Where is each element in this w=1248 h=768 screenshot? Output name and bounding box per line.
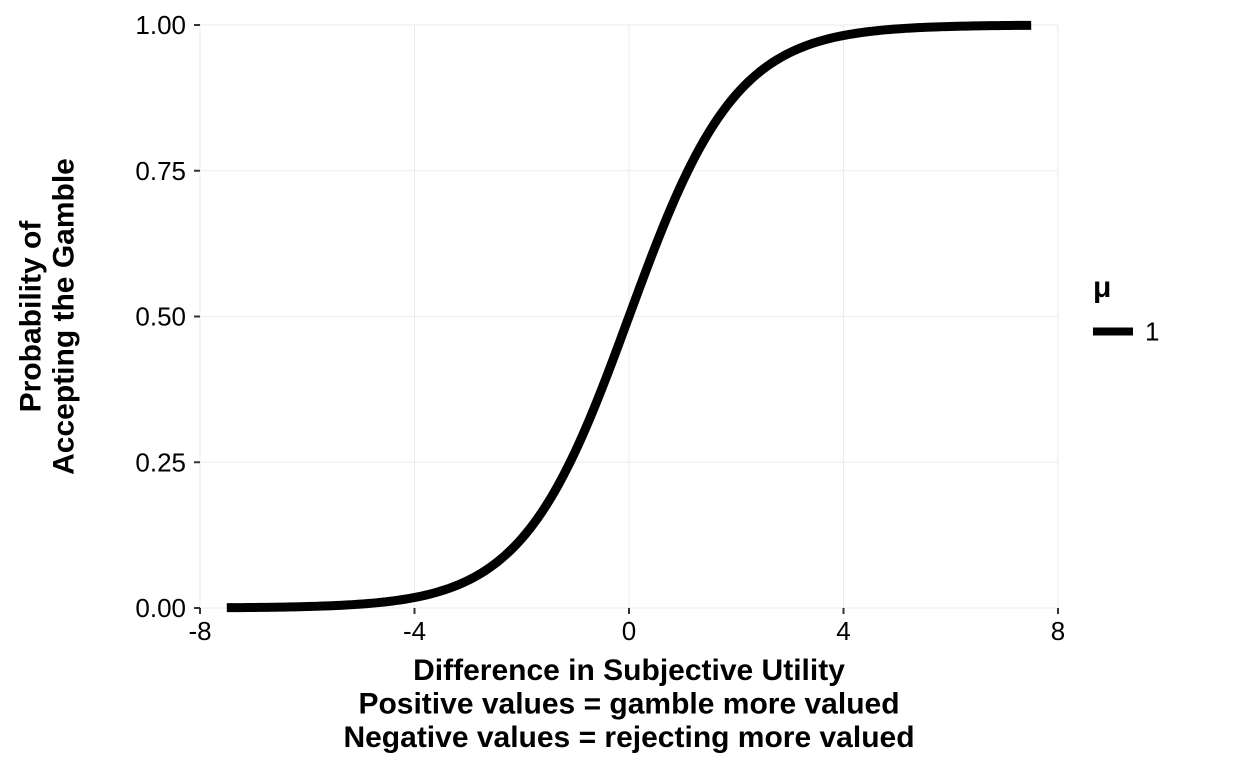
x-axis-title-line: Negative values = rejecting more valued — [343, 721, 914, 754]
y-axis-title-line2: Accepting the Gamble — [48, 158, 81, 475]
legend-title: μ — [1093, 271, 1111, 304]
x-tick-label: 8 — [1051, 616, 1065, 646]
chart-container: -8 -4 0 4 8 0.00 0.25 0.50 0.75 1.00 Probability o… — [0, 0, 1248, 768]
legend-swatch — [1093, 328, 1133, 336]
x-tick-label: 4 — [836, 616, 850, 646]
x-tick-label: 0 — [622, 616, 636, 646]
y-tick-label: 0.25 — [135, 447, 186, 477]
x-axis-title-line: Difference in Subjective Utility — [413, 654, 845, 687]
x-tick-label: -4 — [403, 616, 426, 646]
chart-svg: -8 -4 0 4 8 0.00 0.25 0.50 0.75 1.00 Probability o… — [0, 0, 1248, 768]
y-axis-title-line1: Probability of — [15, 220, 48, 413]
y-axis-title-group: Probability ofAccepting the Gamble — [15, 158, 81, 475]
x-axis-title-line: Positive values = gamble more valued — [358, 688, 899, 721]
y-tick-label: 0.75 — [135, 156, 186, 186]
y-tick-label: 1.00 — [135, 10, 186, 40]
x-tick-label: -8 — [188, 616, 211, 646]
y-tick-label: 0.50 — [135, 302, 186, 332]
y-tick-label: 0.00 — [135, 593, 186, 623]
legend-item-label: 1 — [1145, 317, 1159, 347]
